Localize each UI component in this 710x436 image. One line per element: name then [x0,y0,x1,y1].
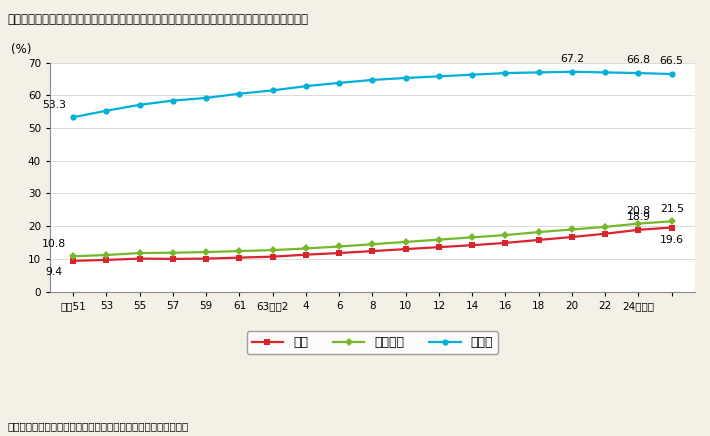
医師 [136,256,144,261]
Line: 医師: 医師 [70,225,674,264]
医師 [268,254,277,259]
薬剤師 [69,115,77,120]
薬剤師 [501,71,510,76]
医師 [501,240,510,245]
薬剤師 [102,108,111,113]
薬剤師 [435,74,443,79]
歯科医師 [501,232,510,238]
医師 [202,256,210,261]
薬剤師 [401,75,410,81]
Line: 薬剤師: 薬剤師 [70,68,674,120]
Text: Ｉ－５－３図　女性の医療施設従事医師，同歯科医師，薬局・医療施設従事薬剤師の割合の推移: Ｉ－５－３図 女性の医療施設従事医師，同歯科医師，薬局・医療施設従事薬剤師の割合… [7,13,308,26]
薬剤師 [268,88,277,93]
医師 [401,246,410,252]
Text: 66.8: 66.8 [626,55,650,65]
Text: 9.4: 9.4 [45,267,62,277]
医師 [368,249,377,254]
薬剤師 [667,72,676,77]
医師 [169,256,178,262]
薬剤師 [634,71,643,76]
歯科医師 [634,221,643,226]
Text: 66.5: 66.5 [660,56,684,66]
薬剤師 [468,72,476,77]
医師 [335,250,344,255]
Legend: 医師, 歯科医師, 薬剤師: 医師, 歯科医師, 薬剤師 [247,331,498,354]
歯科医師 [136,250,144,255]
薬剤師 [368,77,377,82]
Y-axis label: (%): (%) [11,43,31,56]
Text: 18.9: 18.9 [626,212,650,222]
医師 [435,245,443,250]
歯科医師 [435,237,443,242]
歯科医師 [202,249,210,255]
Text: 20.8: 20.8 [626,206,650,216]
薬剤師 [335,80,344,85]
歯科医師 [235,249,244,254]
Text: 53.3: 53.3 [42,99,66,109]
医師 [568,235,577,240]
歯科医師 [268,248,277,253]
薬剤師 [568,69,577,75]
薬剤師 [136,102,144,107]
医師 [667,225,676,230]
歯科医師 [302,246,310,251]
Line: 歯科医師: 歯科医師 [70,218,674,259]
歯科医師 [568,227,577,232]
歯科医師 [102,252,111,258]
医師 [468,242,476,248]
医師 [535,237,543,242]
歯科医師 [368,242,377,247]
歯科医師 [667,219,676,224]
薬剤師 [202,95,210,101]
歯科医師 [468,235,476,240]
薬剤師 [535,70,543,75]
医師 [601,231,609,236]
歯科医師 [169,250,178,255]
歯科医師 [401,239,410,245]
Text: 19.6: 19.6 [660,235,684,245]
Text: （備考）厚生労働省「医師・歯科医師・薬剤師調査」より作成。: （備考）厚生労働省「医師・歯科医師・薬剤師調査」より作成。 [7,422,188,432]
薬剤師 [601,70,609,75]
歯科医師 [69,254,77,259]
Text: 21.5: 21.5 [660,204,684,214]
医師 [102,257,111,262]
歯科医師 [335,244,344,249]
薬剤師 [235,91,244,96]
Text: 67.2: 67.2 [560,54,584,64]
薬剤師 [302,84,310,89]
医師 [634,227,643,232]
歯科医師 [535,229,543,235]
薬剤師 [169,98,178,103]
医師 [302,252,310,257]
医師 [235,255,244,260]
Text: 10.8: 10.8 [42,238,66,249]
歯科医師 [601,224,609,229]
医師 [69,258,77,263]
